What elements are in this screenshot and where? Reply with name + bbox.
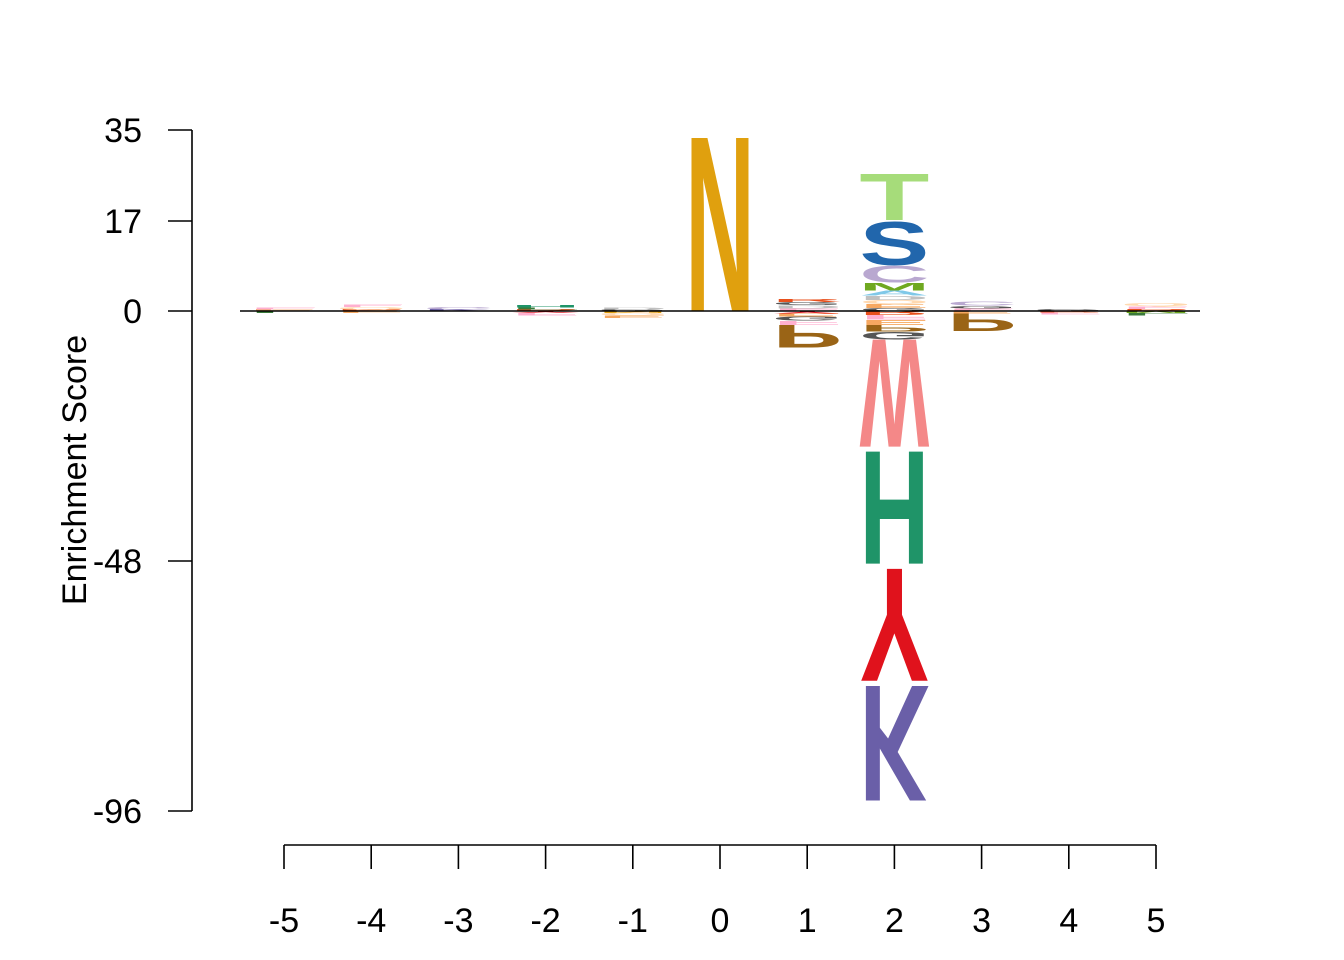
logo-letter-G: G (772, 315, 842, 322)
y-tick-label: -48 (93, 543, 142, 581)
logo-letter-Q: Q (1121, 302, 1191, 307)
x-tick-label: 3 (972, 902, 991, 940)
logo-letter-P: P (859, 323, 929, 333)
logo-letter-Y: Y (859, 533, 929, 715)
logo-letter-E: E (598, 315, 668, 319)
logo-letter-K: K (859, 651, 929, 837)
x-tick-label: 1 (798, 902, 817, 940)
logo-letter-R: R (772, 298, 842, 303)
logo-letter-C: C (947, 301, 1017, 307)
x-tick-label: 0 (711, 902, 730, 940)
logo-letter-D: D (598, 307, 668, 310)
y-tick-label: 0 (123, 293, 142, 331)
logo-letter-E: E (336, 310, 406, 313)
y-tick-label: 35 (104, 112, 142, 150)
logo-letter-G: G (859, 307, 929, 312)
logo-letter-P: P (947, 308, 1017, 336)
x-tick-label: -5 (269, 902, 299, 940)
logo-letter-Q: Q (598, 312, 668, 316)
logo-letter-E: E (859, 303, 929, 309)
logo-letter-G: G (772, 301, 842, 306)
logo-letter-A: A (859, 289, 929, 297)
logo-letter-F: F (772, 320, 842, 326)
y-tick-label: 17 (104, 203, 142, 241)
logo-letter-F: F (1034, 312, 1104, 315)
logo-letter-P: P (772, 318, 842, 354)
logo-letter-G: G (859, 329, 929, 341)
x-tick-label: -2 (530, 902, 560, 940)
logo-letter-Q: Q (336, 306, 406, 310)
logo-letter-Y: Y (511, 310, 581, 313)
logo-letter-G: G (947, 305, 1017, 309)
x-axis: -5 -4 -3 -2 -1 0 1 2 3 4 5 (269, 844, 1166, 940)
logo-letter-H: H (511, 304, 581, 308)
logo-letter-E: E (772, 313, 842, 318)
logo-letter-F: F (1121, 306, 1191, 310)
logo-letter-C: C (423, 306, 493, 310)
x-tick-label: -4 (356, 902, 386, 940)
logo-letter-L: L (249, 310, 319, 313)
x-tick-label: 2 (885, 902, 904, 940)
logo-letter-F: F (511, 312, 581, 316)
logo-letter-N: N (598, 310, 668, 313)
logo-letter-F: F (859, 314, 929, 321)
x-tick-label: 5 (1147, 902, 1166, 940)
x-tick-label: -1 (618, 902, 648, 940)
logo-letter-F: F (947, 308, 1017, 312)
logo-letter-E: E (859, 318, 929, 326)
x-tick-label: 4 (1059, 902, 1078, 940)
logo-letter-F: F (249, 307, 319, 310)
logo-letter-T: T (859, 160, 929, 235)
logo-letter-F: F (772, 308, 842, 312)
logo-letter-Q: Q (859, 299, 929, 306)
logo-letter-W: W (860, 306, 930, 480)
logo-letter-D: D (859, 295, 929, 302)
y-tick-label: -96 (93, 793, 142, 831)
y-axis-title: Enrichment Score (56, 335, 94, 605)
y-axis: 35 17 0 -48 -96 (93, 112, 193, 831)
logo-letter-L: L (511, 307, 581, 310)
x-tick-label: -3 (443, 902, 473, 940)
logo-letter-L: L (1121, 312, 1191, 316)
logo-letter-M: M (1121, 310, 1191, 313)
logo-letter-H: H (859, 416, 929, 597)
logo-letter-E: E (947, 310, 1017, 314)
logo-letter-R: R (859, 310, 929, 316)
logo-letter-S: S (859, 209, 929, 278)
logo-letter-C: C (859, 260, 929, 287)
logo-letter-M: M (859, 280, 929, 292)
logo-letter-D: D (772, 304, 842, 309)
logo-letter-R: R (1121, 308, 1191, 311)
logo-letter-F: F (336, 303, 406, 307)
logo-letter-N: N (685, 85, 755, 365)
logo-letter-Y: Y (772, 310, 842, 314)
